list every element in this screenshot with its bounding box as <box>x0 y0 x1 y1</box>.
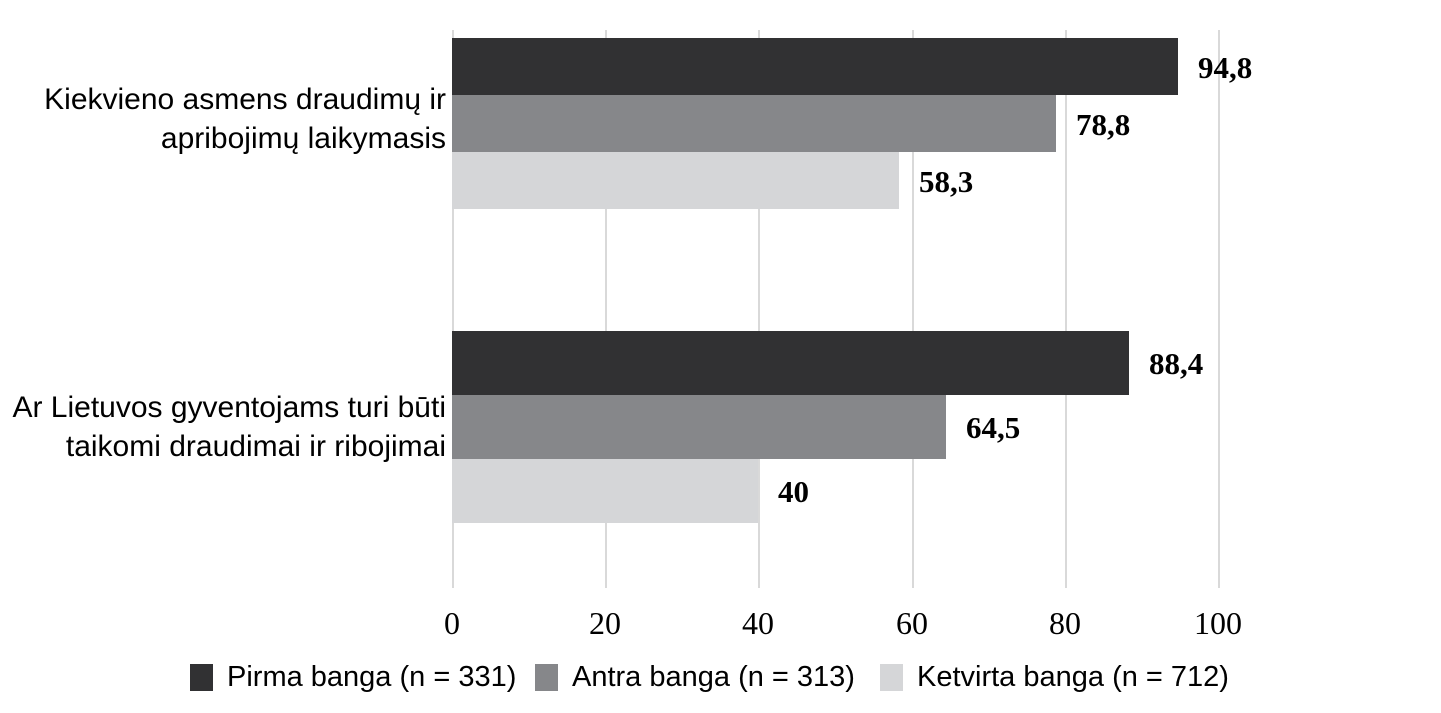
x-tick-label-80: 80 <box>1049 605 1081 641</box>
gridline-0 <box>452 30 454 588</box>
legend-label: Pirma banga (n = 331) <box>227 660 517 693</box>
legend-label: Ketvirta banga (n = 712) <box>917 660 1229 693</box>
gridline-60 <box>912 30 914 588</box>
bar-value-label: 64,5 <box>966 410 1021 445</box>
bar-value-label: 94,8 <box>1198 50 1253 85</box>
legend-swatch-icon <box>190 663 213 691</box>
gridline-100 <box>1218 30 1220 588</box>
bar-value-label: 40 <box>778 474 809 509</box>
bar-cat1-series0 <box>452 331 1129 395</box>
bar-cat0-series1 <box>452 95 1056 152</box>
category-label-line: apribojimų laikymasis <box>160 122 446 155</box>
legend-item-0: Pirma banga (n = 331) <box>190 660 516 694</box>
bar-cat0-series0 <box>452 38 1178 95</box>
x-tick-label-100: 100 <box>1194 605 1242 641</box>
legend-item-1: Antra banga (n = 313) <box>535 660 855 694</box>
legend-label: Antra banga (n = 313) <box>572 660 855 693</box>
x-tick-label-20: 20 <box>589 605 621 641</box>
x-tick-label-60: 60 <box>896 605 928 641</box>
x-tick-label-40: 40 <box>742 605 774 641</box>
gridline-20 <box>605 30 607 588</box>
category-label-line: Kiekvieno asmens draudimų ir <box>44 83 446 116</box>
category-label-1: Ar Lietuvos gyventojams turi būti taikomi… <box>0 388 446 466</box>
category-label-line: Ar Lietuvos gyventojams turi būti <box>12 391 446 424</box>
legend-item-2: Ketvirta banga (n = 712) <box>880 660 1229 694</box>
bar-value-label: 88,4 <box>1149 346 1204 381</box>
legend-swatch-icon <box>535 663 558 691</box>
bar-cat0-series2 <box>452 152 899 209</box>
category-label-line: taikomi draudimai ir ribojimai <box>65 430 446 463</box>
category-label-0: Kiekvieno asmens draudimų ir apribojimų l… <box>0 80 446 158</box>
gridline-80 <box>1065 30 1067 588</box>
bar-cat1-series1 <box>452 395 946 459</box>
bar-value-label: 78,8 <box>1076 107 1131 142</box>
legend-swatch-icon <box>880 663 903 691</box>
gridline-40 <box>758 30 760 588</box>
x-tick-label-0: 0 <box>444 605 460 641</box>
bar-value-label: 58,3 <box>919 164 974 199</box>
bar-cat1-series2 <box>452 459 758 523</box>
